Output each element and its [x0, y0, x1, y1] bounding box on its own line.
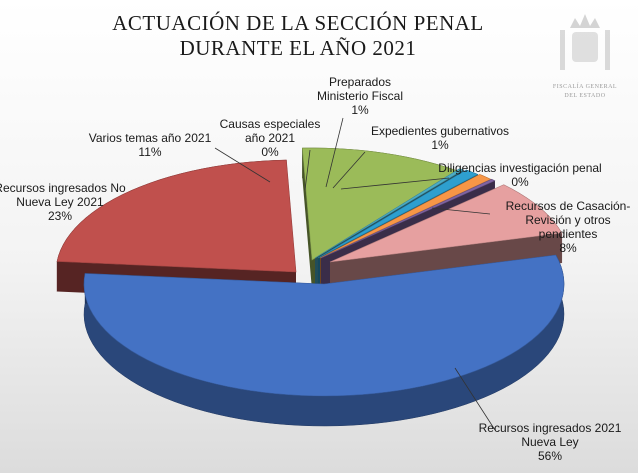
slice-label-0-line-1: Nueva Ley — [521, 435, 578, 449]
slice-label-6-line-1: 0% — [511, 175, 529, 189]
pie-slice-edge-2-0 — [302, 148, 312, 290]
slice-label-7-line-2: pendientes — [539, 227, 598, 241]
chart-title-line-1: ACTUACIÓN DE LA SECCIÓN PENAL — [112, 11, 484, 35]
pie-slices — [56, 147, 565, 427]
slice-label-5-line-0: Expedientes gubernativos — [371, 124, 509, 138]
slice-label-6-line-0: Diligencias investigación penal — [438, 161, 601, 175]
slice-label-0: Recursos ingresados 2021 Nueva Ley 56% — [479, 421, 622, 463]
slice-label-3-line-1: año 2021 — [245, 131, 295, 145]
slice-label-1-line-0: Recursos ingresados No — [0, 181, 126, 195]
emblem-line-1: FISCALÍA GENERAL — [553, 82, 617, 90]
slice-label-2: Varios temas año 2021 11% — [89, 131, 212, 159]
crown-icon — [570, 14, 600, 28]
slice-label-7-line-3: 8% — [559, 241, 577, 255]
slice-label-0-line-0: Recursos ingresados 2021 — [479, 421, 622, 435]
slice-label-5: Expedientes gubernativos 1% — [371, 124, 509, 152]
pie-slice-1 — [56, 159, 297, 273]
emblem-line-2: DEL ESTADO — [564, 93, 605, 99]
slice-label-3: Causas especiales año 2021 0% — [220, 117, 321, 159]
slice-label-3-line-2: 0% — [261, 145, 279, 159]
slice-label-4-line-0: Preparados — [329, 75, 391, 89]
emblem — [560, 14, 610, 70]
slice-label-0-line-2: 56% — [538, 449, 562, 463]
slice-label-3-line-0: Causas especiales — [220, 117, 321, 131]
slice-label-5-line-1: 1% — [431, 138, 449, 152]
leader-line-3 — [304, 149, 311, 191]
leader-line-5 — [332, 151, 366, 189]
shield-icon — [572, 32, 598, 62]
slice-label-6: Diligencias investigación penal 0% — [438, 161, 601, 189]
leader-line-6 — [340, 177, 450, 190]
pie-slice-2 — [302, 147, 458, 261]
slice-label-1: Recursos ingresados No Nueva Ley 2021 23% — [0, 181, 126, 223]
slice-label-7-line-0: Recursos de Casación- — [506, 199, 631, 213]
slice-labels: Recursos ingresados 2021 Nueva Ley 56%Recu… — [0, 75, 630, 463]
pillar-left-icon — [560, 30, 565, 70]
pie-slice-7 — [329, 184, 563, 263]
leader-line-0 — [454, 367, 496, 431]
pie-slice-4 — [317, 169, 479, 259]
slice-label-2-line-0: Varios temas año 2021 — [89, 131, 212, 145]
pie-slice-5 — [319, 174, 492, 259]
slice-label-1-line-2: 23% — [48, 209, 72, 223]
leader-line-4 — [325, 117, 344, 188]
pillar-right-icon — [605, 30, 610, 70]
slice-label-1-line-1: Nueva Ley 2021 — [16, 195, 104, 209]
slice-label-4-line-1: Ministerio Fiscal — [317, 89, 403, 103]
pie-slice-0 — [83, 254, 565, 397]
pie-slice-3 — [314, 168, 464, 259]
leader-line-7 — [431, 207, 491, 215]
slice-label-7: Recursos de Casación-Revisión y otros pen… — [506, 199, 631, 255]
slice-label-4-line-2: 1% — [351, 103, 369, 117]
pie-slice-6 — [320, 178, 496, 259]
leader-line-2 — [214, 147, 271, 183]
slice-label-7-line-1: Revisión y otros — [525, 213, 610, 227]
slice-label-2-line-1: 11% — [138, 145, 161, 159]
slice-label-4: Preparados Ministerio Fiscal 1% — [317, 75, 403, 117]
chart-title-line-2: DURANTE EL AÑO 2021 — [180, 36, 417, 60]
